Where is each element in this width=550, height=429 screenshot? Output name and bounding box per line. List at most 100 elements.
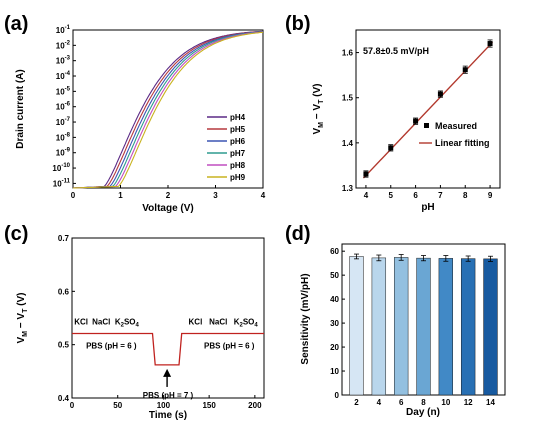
bar-day-2 [349,256,364,396]
data-point [363,171,369,177]
y-tick-label: 0.7 [58,234,70,243]
panel-label-d: (d) [285,223,311,245]
bar-day-14 [483,258,498,396]
x-tick-label: 2 [354,398,359,407]
panel-b-ph-response-plot: 4 5 6 7 8 9 1.3 1.4 1.5 1.6 57.8±0.5 mV/pH Measu… [312,29,501,213]
panel-label-b: (b) [285,13,311,35]
panel-c-x-ticks: 0 50 100 150 200 [70,395,262,410]
panel-a-legend: pH4 pH5 pH6 pH7 pH8 pH9 [207,113,246,182]
panel-label-a: (a) [4,13,28,35]
x-tick-label: 100 [157,401,171,410]
panel-b-legend: Measured Linear fitting [419,121,490,148]
data-point [487,41,493,47]
legend-label-pH4: pH4 [230,113,246,122]
panel-b-slope-annotation: 57.8±0.5 mV/pH [363,46,429,56]
y-tick-label: 10-1 [56,25,71,35]
y-tick-label: 40 [330,295,339,304]
annotation-3: KCl [189,317,203,326]
y-tick-label: 0.6 [58,287,70,296]
legend-label-pH5: pH5 [230,125,246,134]
panel-b-x-ticks: 4 5 6 7 8 9 [364,185,493,200]
panel-a-y-ticks: 10-11 10-10 10-9 10-8 10-7 10-6 10-5 10-4 10-3 10… [52,25,76,188]
annotation-1: NaCl [92,317,110,326]
y-tick-label: 10-11 [53,178,71,188]
panel-c-y-ticks: 0.4 0.5 0.6 0.7 [58,234,75,403]
panel-d-bars [349,253,498,396]
y-tick-label: 1.6 [342,49,354,58]
x-tick-label: 10 [441,398,450,407]
fit-line [362,41,494,179]
x-tick-label: 200 [248,401,262,410]
panel-c-x-axis-label: Time (s) [149,410,187,421]
x-tick-label: 50 [113,401,122,410]
pbs-ph7-label: PBS (pH = 7 ) [143,391,194,400]
panel-c-time-trace-plot: 0 50 100 150 200 0.40.50.60.7 KCl NaCl K2SO4 KC… [16,234,265,421]
panel-label-c: (c) [4,223,28,245]
bar-day-4 [371,257,387,396]
x-tick-label: 9 [488,191,493,200]
x-tick-label: 4 [261,191,266,200]
x-tick-label: 4 [377,398,382,407]
y-tick-label: 10-6 [56,102,71,112]
bar-day-8 [416,257,431,396]
x-tick-label: 6 [413,191,418,200]
panel-a-x-axis-label: Voltage (V) [142,203,193,214]
x-tick-label: 7 [438,191,443,200]
panel-a-series [72,30,264,189]
bar-day-10 [438,258,454,396]
annotation-4: NaCl [209,317,227,326]
y-tick-label: 10-10 [52,163,70,173]
y-tick-label: 10-7 [56,117,71,127]
legend-label-pH7: pH7 [230,149,246,158]
annotation-5: K2SO4 [234,317,259,328]
panel-b-y-ticks: 1.3 1.4 1.5 1.6 [342,49,359,193]
x-tick-label: 12 [464,398,473,407]
y-tick-label: 1.5 [342,94,354,103]
x-tick-label: 150 [202,401,216,410]
data-point [388,145,394,151]
annotation-0: KCl [74,317,88,326]
data-point [437,91,443,97]
legend-measured-marker [424,123,429,128]
panel-b-x-axis-label: pH [421,202,434,213]
y-tick-label: 10 [330,367,339,376]
x-tick-label: 5 [389,191,394,200]
x-tick-label: 4 [364,191,369,200]
y-tick-label: 10-5 [56,86,71,96]
x-tick-label: 6 [399,398,404,407]
panel-d-y-axis-label: Sensitivity (mV/pH) [300,273,311,364]
panel-a-y-axis-label: Drain current (A) [15,69,26,148]
legend-measured-label: Measured [435,121,477,131]
legend-label-pH9: pH9 [230,173,246,182]
legend-label-pH8: pH8 [230,161,246,170]
pbs-ph6-label-right: PBS (pH = 6 ) [204,341,255,350]
bar-day-12 [460,258,476,396]
y-tick-label: 10-2 [56,40,71,50]
trace-line [72,332,264,366]
x-tick-label: 8 [463,191,468,200]
y-tick-label: 10-9 [56,148,71,158]
panel-b-data [362,39,494,179]
panel-d-stability-bar-chart: 2 4 6 8 10 12 14 0 10 20 30 40 50 60 Day (n) Sensiti… [300,243,506,418]
y-tick-label: 60 [330,247,339,256]
x-tick-label: 3 [213,191,218,200]
panel-b-frame [355,29,501,189]
panel-b-y-axis-label: VM − VT (V) [312,84,325,135]
panel-d-y-ticks: 0 10 20 30 40 50 60 [330,247,345,400]
y-tick-label: 30 [330,319,339,328]
x-tick-label: 0 [70,401,75,410]
annotation-2: K2SO4 [115,317,140,328]
panel-a-drain-current-plot: 0 1 2 3 4 10-11 10-10 10-9 10-8 10-7 10-6 10-5 10-4… [15,25,266,214]
x-tick-label: 1 [118,191,123,200]
legend-fit-label: Linear fitting [435,138,490,148]
series-line-pH9 [73,31,264,189]
y-tick-label: 10-4 [56,71,71,81]
y-tick-label: 1.4 [342,139,354,148]
legend-label-pH6: pH6 [230,137,246,146]
pbs-ph6-label-left: PBS (pH = 6 ) [86,341,137,350]
x-tick-label: 8 [421,398,426,407]
panel-c-frame [71,237,265,399]
data-point [462,67,468,73]
